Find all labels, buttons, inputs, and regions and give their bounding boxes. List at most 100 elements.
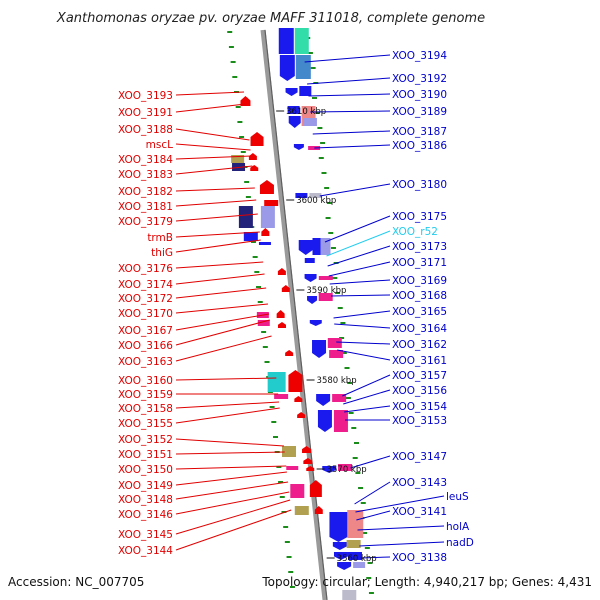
right-gene-label[interactable]: XOO_3171 xyxy=(392,257,447,269)
gene-feature-reverse[interactable] xyxy=(298,240,313,255)
gene-feature-block[interactable] xyxy=(282,446,297,457)
gene-feature-forward[interactable] xyxy=(240,96,251,106)
gene-feature-block[interactable] xyxy=(318,276,333,280)
gene-feature-reverse[interactable] xyxy=(309,320,322,326)
gene-feature-reverse[interactable] xyxy=(293,144,304,150)
left-gene-label[interactable]: XOO_3151 xyxy=(118,449,173,461)
right-gene-label[interactable]: XOO_3187 xyxy=(392,126,447,138)
gene-feature-reverse[interactable] xyxy=(285,88,298,96)
left-gene-label[interactable]: XOO_3155 xyxy=(118,418,173,430)
gene-feature-block[interactable] xyxy=(231,155,245,163)
gene-feature-block[interactable] xyxy=(347,510,364,538)
right-gene-label[interactable]: XOO_3189 xyxy=(392,106,447,118)
gene-feature-block[interactable] xyxy=(258,242,271,245)
left-gene-label[interactable]: XOO_3152 xyxy=(118,434,173,446)
gene-feature-reverse[interactable] xyxy=(337,562,352,570)
left-gene-label[interactable]: XOO_3144 xyxy=(118,545,173,557)
gene-feature-forward[interactable] xyxy=(288,370,303,392)
left-gene-label[interactable]: XOO_3160 xyxy=(118,375,173,387)
gene-feature-block[interactable] xyxy=(320,238,331,255)
right-gene-label[interactable]: XOO_3154 xyxy=(392,401,447,413)
right-gene-label[interactable]: XOO_3138 xyxy=(392,552,447,564)
right-gene-label[interactable]: XOO_3153 xyxy=(392,415,447,427)
gene-feature-block[interactable] xyxy=(308,146,321,150)
gene-feature-block[interactable] xyxy=(274,394,289,399)
gene-feature-block[interactable] xyxy=(318,293,333,301)
gene-feature-block[interactable] xyxy=(286,466,299,470)
right-gene-label[interactable]: XOO_3164 xyxy=(392,323,447,335)
right-gene-label[interactable]: XOO_3175 xyxy=(392,211,447,223)
gene-feature-reverse[interactable] xyxy=(329,512,348,542)
gene-feature-block[interactable] xyxy=(257,320,270,326)
gene-feature-forward[interactable] xyxy=(277,268,286,275)
gene-feature-forward[interactable] xyxy=(306,466,315,471)
gene-feature-forward[interactable] xyxy=(277,322,286,328)
left-gene-label[interactable]: XOO_3146 xyxy=(118,509,173,521)
gene-feature-block[interactable] xyxy=(347,552,362,560)
gene-feature-block[interactable] xyxy=(299,86,312,96)
gene-feature-block[interactable] xyxy=(304,258,315,263)
gene-feature-forward[interactable] xyxy=(297,412,306,418)
right-gene-label[interactable]: holA xyxy=(446,521,470,533)
gene-feature-block[interactable] xyxy=(312,238,321,255)
right-gene-label[interactable]: XOO_3192 xyxy=(392,73,447,85)
left-gene-label[interactable]: XOO_3188 xyxy=(118,124,173,136)
gene-feature-forward[interactable] xyxy=(302,446,312,453)
left-gene-label[interactable]: XOO_3176 xyxy=(118,263,173,275)
right-gene-label[interactable]: XOO_3168 xyxy=(392,290,447,302)
gene-feature-forward[interactable] xyxy=(261,228,270,236)
right-gene-label[interactable]: XOO_3194 xyxy=(392,50,447,62)
left-gene-label[interactable]: trmB xyxy=(147,232,173,244)
gene-feature-block[interactable] xyxy=(294,28,309,54)
right-gene-label[interactable]: leuS xyxy=(446,491,469,503)
right-gene-label[interactable]: XOO_3161 xyxy=(392,355,447,367)
gene-feature-forward[interactable] xyxy=(248,153,257,160)
gene-feature-block[interactable] xyxy=(264,200,279,206)
gene-feature-forward[interactable] xyxy=(285,350,294,356)
gene-feature-block[interactable] xyxy=(267,372,286,392)
gene-feature-block[interactable] xyxy=(342,590,357,600)
right-gene-label[interactable]: XOO_3173 xyxy=(392,241,447,253)
gene-feature-block[interactable] xyxy=(329,350,344,358)
left-gene-label[interactable]: thiG xyxy=(151,247,173,259)
gene-feature-block[interactable] xyxy=(287,106,300,114)
gene-feature-reverse[interactable] xyxy=(316,394,331,406)
gene-feature-block[interactable] xyxy=(243,232,258,241)
left-gene-label[interactable]: XOO_3193 xyxy=(118,90,173,102)
gene-feature-reverse[interactable] xyxy=(304,274,317,282)
right-gene-label[interactable]: XOO_3147 xyxy=(392,451,447,463)
gene-feature-forward[interactable] xyxy=(294,396,303,402)
gene-feature-block[interactable] xyxy=(338,464,353,471)
left-gene-label[interactable]: XOO_3170 xyxy=(118,308,173,320)
gene-feature-reverse[interactable] xyxy=(312,340,327,358)
right-gene-label[interactable]: nadD xyxy=(446,537,474,549)
gene-feature-reverse[interactable] xyxy=(317,410,332,432)
gene-feature-block[interactable] xyxy=(346,540,361,548)
gene-feature-block[interactable] xyxy=(327,338,342,348)
left-gene-label[interactable]: XOO_3191 xyxy=(118,107,173,119)
right-gene-label[interactable]: XOO_3156 xyxy=(392,385,447,397)
gene-feature-forward[interactable] xyxy=(276,310,285,318)
left-gene-label[interactable]: XOO_3184 xyxy=(118,154,173,166)
gene-feature-forward[interactable] xyxy=(309,480,322,497)
gene-feature-block[interactable] xyxy=(260,206,275,228)
gene-feature-reverse[interactable] xyxy=(307,296,318,304)
right-gene-label[interactable]: XOO_3162 xyxy=(392,339,447,351)
gene-feature-reverse[interactable] xyxy=(322,466,337,473)
gene-feature-block[interactable] xyxy=(278,28,294,54)
left-gene-label[interactable]: XOO_3181 xyxy=(118,201,173,213)
left-gene-label[interactable]: XOO_3149 xyxy=(118,480,173,492)
right-gene-label[interactable]: XOO_r52 xyxy=(392,226,438,238)
gene-feature-block[interactable] xyxy=(332,394,347,402)
left-gene-label[interactable]: XOO_3179 xyxy=(118,216,173,228)
right-gene-label[interactable]: XOO_3143 xyxy=(392,477,447,489)
left-gene-label[interactable]: XOO_3166 xyxy=(118,340,173,352)
left-gene-label[interactable]: XOO_3158 xyxy=(118,403,173,415)
right-gene-label[interactable]: XOO_3186 xyxy=(392,140,447,152)
right-gene-label[interactable]: XOO_3169 xyxy=(392,275,447,287)
gene-feature-block[interactable] xyxy=(302,118,317,126)
gene-feature-forward[interactable] xyxy=(303,458,313,464)
gene-feature-block[interactable] xyxy=(309,193,322,198)
gene-feature-forward[interactable] xyxy=(250,132,264,146)
left-gene-label[interactable]: XOO_3174 xyxy=(118,279,173,291)
